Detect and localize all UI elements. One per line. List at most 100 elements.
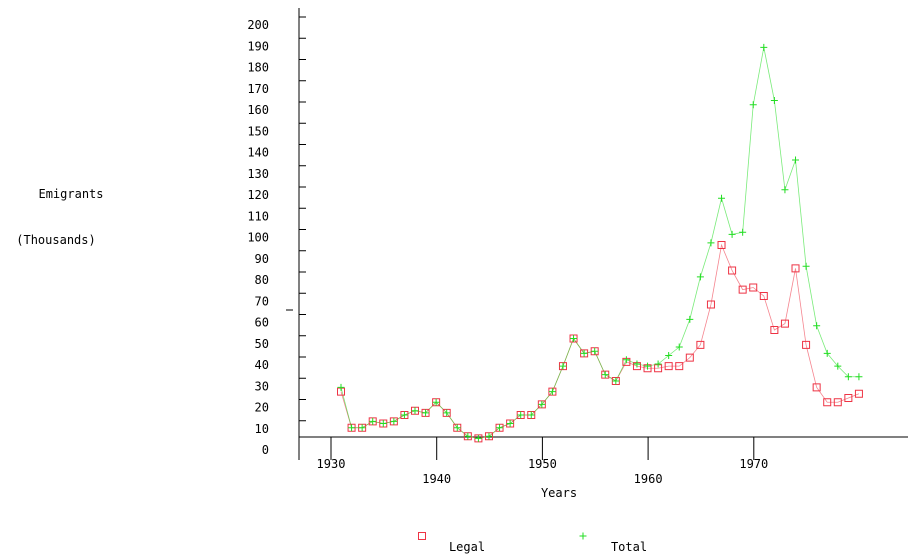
data-point-total [792,156,800,164]
data-point-total [696,273,704,281]
x-tick-label: 1930 [317,457,346,471]
data-point-legal [728,266,737,275]
data-point-total [570,335,578,342]
data-point-legal [780,319,789,328]
data-point-total [834,362,842,370]
data-point-legal [749,283,758,292]
data-point-legal [812,383,821,392]
legend-item-legal: Legal [418,532,485,554]
y-tick-label: 70 [255,294,269,308]
data-point-total [348,424,356,432]
x-ticks: 1930 1940 1950 1960 1970 [317,437,768,486]
data-point-total [749,101,757,109]
data-point-total [770,97,778,104]
data-point-total [644,362,652,370]
data-point-total [422,409,430,417]
x-tick-label: 1950 [528,457,557,471]
y-tick-label: 120 [247,188,269,202]
data-point-total [400,411,408,419]
y-tick-label: 60 [255,316,269,330]
data-point-total [580,349,588,357]
data-point-total [411,407,419,415]
data-point-total [358,424,366,432]
data-point-total [390,417,398,425]
data-point-total [591,347,599,355]
data-point-total [485,432,493,440]
y-tick-label: 160 [247,103,269,117]
data-point-legal [844,394,853,402]
data-point-total [760,43,768,51]
data-point-legal [823,398,832,407]
data-point-total [686,315,694,323]
data-point-legal [696,340,705,349]
data-point-total [622,356,630,364]
y-tick-label: 130 [247,167,269,181]
data-point-legal [675,362,684,371]
data-point-total [601,371,609,379]
data-point-total [517,411,525,419]
data-point-legal [802,340,811,349]
y-tick-label: 90 [255,252,269,266]
y-tick-label: 50 [255,337,269,351]
data-point-total [337,383,345,391]
legend-item-total: Total [579,532,647,554]
series-lines [340,47,860,439]
data-point-total [665,352,673,359]
data-point-total [379,420,387,427]
legend-legal-marker [418,532,426,540]
legend-legal-label: Legal [449,540,485,554]
data-point-legal [770,326,779,334]
data-point-total [548,388,556,396]
y-tick-label: 10 [255,422,269,436]
data-point-total [728,230,736,238]
y-tick-label: 190 [247,39,269,53]
y-tick-label: 200 [247,18,269,32]
data-point-total [538,400,546,408]
data-point-total [707,239,715,247]
data-point-total [781,186,789,194]
data-point-total [474,434,482,442]
x-tick-label: 1940 [422,472,451,486]
y-tick-label: 20 [255,401,269,415]
data-point-total [802,262,810,270]
y-axis-title-line1: Emigrants [38,187,103,201]
data-point-legal [706,300,715,309]
data-point-total [496,424,504,432]
data-point-total [823,349,831,357]
data-point-total [612,377,620,385]
y-tick-label: 110 [247,209,269,223]
series-line-total [340,47,859,439]
data-point-total [464,432,472,440]
data-point-total [813,322,821,330]
data-point-total [633,360,641,368]
x-axis-title: Years [541,486,577,500]
data-point-legal [664,362,673,371]
series-markers [337,43,863,443]
data-point-legal [685,353,694,362]
data-point-total [654,360,662,368]
data-point-total [369,417,377,425]
y-tick-label: 30 [255,379,269,393]
y-tick-label: 170 [247,82,269,96]
x-tick-label: 1960 [634,472,663,486]
y-ticks: 0 10 20 30 40 50 60 70 80 90 100 110 120 130 140 150 160… [247,16,306,457]
data-point-total [443,409,451,417]
data-point-total [675,343,683,351]
legend-total-label: Total [611,540,647,554]
legend-total-marker [579,532,587,540]
data-point-total [855,373,863,381]
data-point-legal [738,285,747,294]
data-point-total [432,398,440,406]
data-point-legal [833,398,842,407]
axes [286,8,908,460]
data-point-legal [854,389,863,398]
data-point-total [718,194,726,202]
data-point-legal [717,241,726,249]
y-axis-title-line2: (Thousands) [16,233,95,247]
legend: Legal Total [418,532,647,554]
y-tick-label: 80 [255,273,269,287]
data-point-total [506,420,514,427]
data-point-legal [759,292,768,300]
data-point-total [527,411,535,419]
